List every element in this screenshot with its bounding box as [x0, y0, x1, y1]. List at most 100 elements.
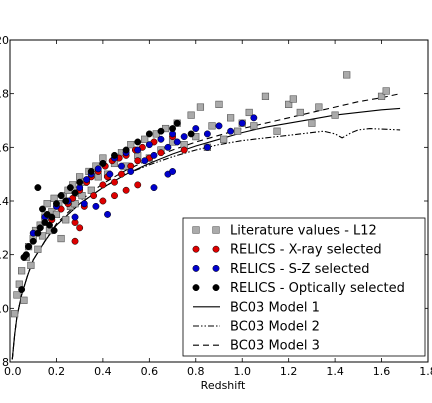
data-point	[180, 133, 188, 141]
data-point	[25, 243, 33, 251]
legend-entry-relics-s-z-selected: RELICS - S-Z selected	[192, 262, 369, 277]
legend-label: RELICS - X-ray selected	[230, 243, 382, 258]
data-point	[27, 261, 35, 270]
data-point	[343, 71, 351, 79]
data-point	[104, 210, 111, 218]
legend-entry-relics-optically-selected: RELICS - Optically selected	[192, 281, 405, 296]
data-point	[92, 202, 100, 210]
data-point	[150, 184, 158, 192]
data-point	[238, 119, 246, 127]
x-tick-label: 0.6	[141, 365, 159, 378]
data-point	[34, 184, 42, 192]
data-point	[111, 151, 118, 159]
data-point	[11, 310, 19, 318]
data-point	[141, 135, 149, 143]
x-tick-label: 0.2	[48, 365, 66, 378]
data-point	[215, 100, 223, 108]
data-point	[157, 127, 165, 135]
legend: Literature values - L12 RELICS - X-ray se…	[182, 217, 426, 357]
data-point	[308, 119, 316, 127]
data-point	[20, 296, 28, 304]
x-tick-label: 0.4	[94, 365, 112, 378]
data-point	[145, 141, 153, 149]
x-axis-title: Redshift	[201, 379, 246, 392]
data-point	[169, 168, 177, 175]
data-point	[29, 237, 37, 245]
data-point	[106, 170, 114, 178]
legend-entry-relics-x-ray-selected: RELICS - X-ray selected	[192, 243, 382, 258]
legend-marker	[212, 226, 220, 234]
y-tick-label: 12	[0, 249, 9, 262]
data-point	[71, 213, 79, 221]
data-point	[48, 213, 56, 221]
data-point	[273, 127, 281, 135]
data-point	[169, 125, 177, 133]
y-tick-label: 16	[0, 141, 9, 154]
data-point	[39, 205, 46, 213]
legend-label: BC03 Model 3	[230, 339, 320, 354]
data-point	[127, 168, 135, 175]
y-tick-label: 10	[0, 302, 9, 315]
data-point	[180, 146, 188, 154]
data-point	[62, 197, 70, 205]
data-point	[22, 251, 30, 259]
data-point	[76, 224, 84, 232]
legend-label: Literature values - L12	[230, 224, 377, 239]
data-point	[208, 122, 216, 130]
data-point	[377, 92, 386, 100]
data-point	[66, 184, 74, 192]
data-point	[46, 221, 53, 229]
legend-marker	[192, 264, 200, 272]
data-point	[50, 227, 58, 234]
data-point	[99, 181, 107, 189]
legend-marker	[192, 226, 200, 234]
data-point	[296, 108, 304, 117]
data-point	[57, 192, 65, 200]
data-point	[315, 103, 323, 111]
axis-ticks: 0.0 0.2 0.4 0.6 0.8 1.0 1.2 1.4 1.6 1.8 8 10 12 14 16 1…	[0, 34, 432, 378]
legend-marker	[212, 245, 220, 253]
legend-label: BC03 Model 2	[230, 320, 320, 335]
data-point	[203, 130, 211, 138]
data-point	[87, 168, 95, 175]
data-point	[261, 92, 270, 100]
data-point	[382, 87, 390, 95]
legend-entry-bc03-model-3: BC03 Model 3	[193, 339, 320, 354]
data-point	[245, 108, 253, 117]
data-point	[141, 157, 149, 165]
data-point	[76, 178, 84, 186]
data-point	[122, 186, 130, 194]
x-tick-label: 1.2	[280, 365, 298, 378]
data-point	[111, 192, 118, 200]
data-point	[173, 138, 181, 146]
y-tick-label: 20	[0, 34, 9, 47]
data-point	[52, 200, 60, 208]
data-point	[62, 216, 70, 224]
data-point	[18, 267, 26, 275]
data-point	[331, 111, 339, 119]
data-point	[289, 95, 297, 103]
data-point	[99, 159, 107, 167]
data-point	[80, 200, 88, 208]
data-point	[157, 149, 165, 157]
x-tick-label: 0.0	[4, 365, 22, 378]
data-point	[250, 114, 258, 122]
data-point	[118, 170, 125, 178]
legend-entry-bc03-model-1: BC03 Model 1	[193, 300, 320, 315]
data-point	[145, 130, 153, 138]
data-point	[71, 237, 79, 245]
x-tick-label: 0.8	[187, 365, 205, 378]
series-relics-optically-selected	[18, 119, 195, 293]
series-relics-s-z-selected	[29, 114, 258, 237]
data-point	[71, 189, 79, 197]
data-point	[157, 135, 165, 143]
legend-entry-bc03-model-2: BC03 Model 2	[193, 320, 320, 335]
data-point	[150, 151, 158, 159]
legend-marker	[192, 245, 200, 253]
data-point	[134, 181, 142, 189]
x-tick-label: 1.4	[326, 365, 344, 378]
x-tick-label: 1.8	[419, 365, 432, 378]
y-tick-label: 14	[0, 195, 9, 208]
data-point	[187, 111, 195, 119]
